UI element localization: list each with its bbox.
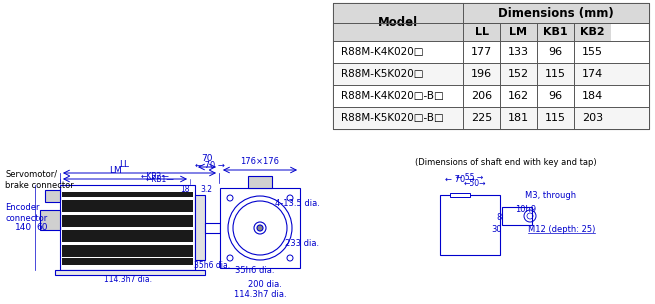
Text: ←50→: ←50→ (464, 179, 486, 188)
Text: Servomotor/
brake connector: Servomotor/ brake connector (5, 170, 74, 190)
Bar (333, 85, 649, 107)
Text: LL: LL (474, 27, 489, 37)
Text: (Dimensions of shaft end with key and tap): (Dimensions of shaft end with key and ta… (415, 158, 597, 167)
Bar (205, 223, 220, 233)
Text: 155: 155 (582, 47, 603, 57)
Text: R88M-K4K020□-B□: R88M-K4K020□-B□ (341, 91, 443, 101)
Text: Dimensions (mm): Dimensions (mm) (498, 6, 614, 19)
Text: R88M-K5K020□: R88M-K5K020□ (341, 69, 424, 79)
Text: LM: LM (109, 166, 121, 175)
Text: 35h6 dia.: 35h6 dia. (235, 266, 274, 275)
Text: 181: 181 (508, 113, 529, 123)
Circle shape (257, 225, 263, 231)
Text: M3, through: M3, through (525, 191, 576, 199)
Text: 176×176: 176×176 (240, 157, 280, 166)
Text: 196: 196 (471, 69, 492, 79)
Bar (62, 245, 193, 257)
Text: 162: 162 (508, 91, 529, 101)
Bar (502, 207, 532, 225)
Text: M12 (depth: 25): M12 (depth: 25) (528, 226, 595, 234)
Text: 115: 115 (545, 69, 566, 79)
Text: 233 dia.: 233 dia. (285, 239, 319, 247)
Bar (333, 41, 649, 63)
Bar (333, 3, 463, 41)
Bar (220, 188, 300, 268)
Text: KB2: KB2 (580, 27, 605, 37)
Bar (333, 3, 649, 129)
Text: LL: LL (119, 160, 130, 169)
Text: 8: 8 (496, 213, 502, 223)
Text: 140: 140 (15, 223, 32, 232)
Text: 114.3h7 dia.: 114.3h7 dia. (234, 290, 286, 299)
Bar (440, 195, 500, 255)
Bar (574, 23, 611, 41)
Text: 70: 70 (201, 154, 213, 163)
Bar (195, 195, 205, 260)
Text: R88M-K4K020□: R88M-K4K020□ (341, 47, 424, 57)
Text: 225: 225 (471, 113, 492, 123)
Text: 4-13.5 dia.: 4-13.5 dia. (275, 199, 320, 208)
Bar (45, 190, 60, 202)
Bar (333, 107, 649, 129)
Bar (62, 230, 193, 242)
Text: 200 dia.: 200 dia. (248, 280, 282, 289)
Bar (62, 215, 193, 227)
Text: 177: 177 (471, 47, 492, 57)
Text: 152: 152 (508, 69, 529, 79)
Text: 206: 206 (471, 91, 492, 101)
Bar (55, 270, 205, 275)
Bar (248, 176, 272, 188)
Bar (537, 23, 574, 41)
Text: 10h9: 10h9 (515, 206, 536, 215)
Text: Model: Model (378, 16, 418, 29)
Text: 133: 133 (508, 47, 529, 57)
Bar (463, 3, 649, 23)
Bar (333, 63, 649, 85)
Text: 18: 18 (181, 185, 190, 195)
Text: 96: 96 (548, 91, 563, 101)
Text: ← 70 →: ← 70 → (445, 175, 475, 185)
Bar (463, 23, 500, 41)
Bar (450, 193, 470, 197)
Text: ←KB2—: ←KB2— (141, 172, 170, 181)
Text: 35h6 dia.: 35h6 dia. (194, 261, 230, 270)
Text: 60: 60 (37, 223, 48, 232)
Text: Encoder
connector: Encoder connector (5, 203, 47, 223)
Bar (62, 258, 193, 265)
Text: 203: 203 (582, 113, 603, 123)
Bar (62, 192, 193, 197)
Text: 96: 96 (548, 47, 563, 57)
Text: 174: 174 (582, 69, 603, 79)
Bar (60, 185, 195, 270)
Text: KB1: KB1 (543, 27, 568, 37)
Text: LM: LM (510, 27, 527, 37)
Text: ← 70 →: ← 70 → (195, 161, 225, 170)
Text: ←KB1—: ←KB1— (145, 175, 174, 184)
Text: 114.3h7 dia.: 114.3h7 dia. (103, 275, 151, 285)
Text: 115: 115 (545, 113, 566, 123)
Bar (62, 200, 193, 212)
Text: 30: 30 (491, 226, 502, 234)
Bar (40, 210, 60, 230)
Text: 3.2: 3.2 (200, 185, 212, 195)
Bar (500, 23, 537, 41)
Text: ← 55 →: ← 55 → (457, 172, 483, 181)
Text: R88M-K5K020□-B□: R88M-K5K020□-B□ (341, 113, 443, 123)
Text: 184: 184 (582, 91, 603, 101)
